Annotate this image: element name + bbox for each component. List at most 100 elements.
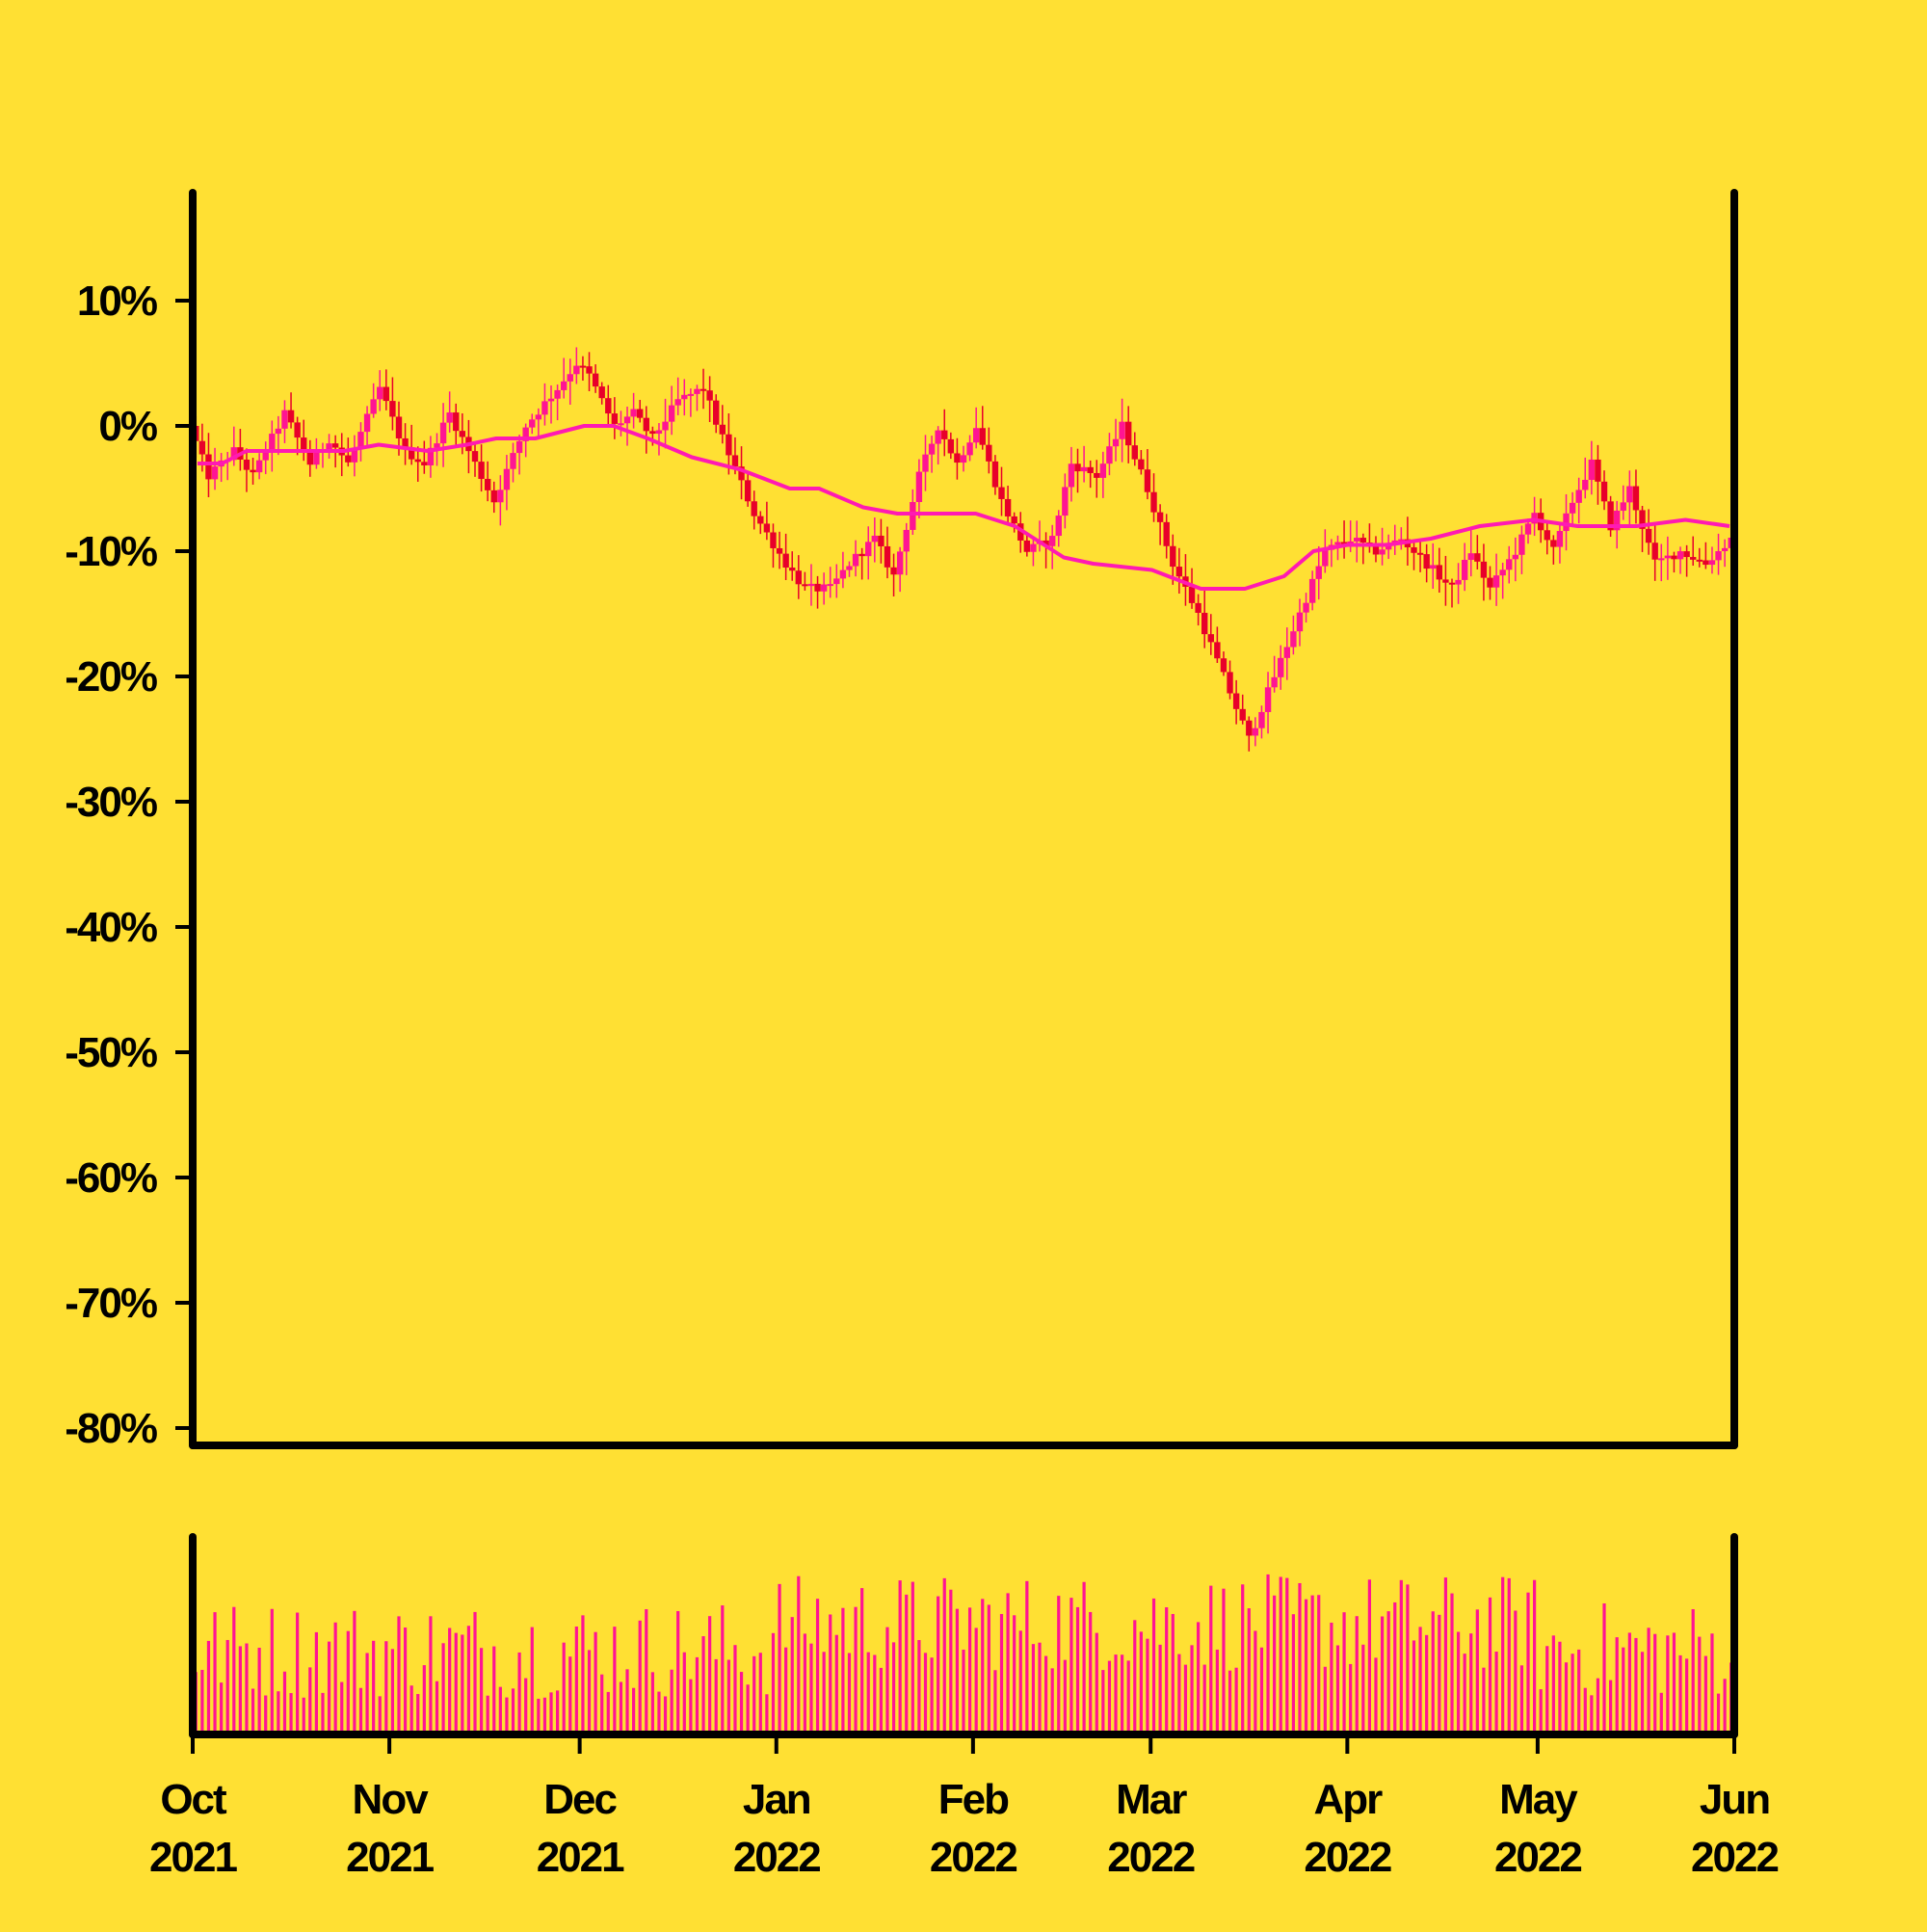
candle-body [1575, 490, 1582, 503]
candle-body [453, 412, 460, 432]
volume-bar [1653, 1633, 1657, 1734]
candle [370, 383, 377, 418]
x-tick-year: 2022 [1107, 1834, 1194, 1881]
candle [1303, 593, 1309, 623]
candle-body [503, 468, 511, 490]
candle [1448, 578, 1456, 608]
volume-bar [1259, 1647, 1264, 1734]
candle [510, 442, 516, 483]
candle [1442, 555, 1449, 606]
volume-bar [581, 1615, 585, 1734]
candle-body [1011, 516, 1017, 524]
candle [991, 455, 999, 495]
volume-bar [650, 1672, 654, 1734]
candle-body [1106, 446, 1113, 464]
candle [807, 564, 815, 606]
candle [706, 376, 713, 422]
volume-bar [1539, 1689, 1543, 1734]
volume-bar [1659, 1692, 1663, 1734]
candle [1062, 473, 1069, 529]
volume-bar [841, 1607, 845, 1734]
volume-bar [1514, 1610, 1518, 1734]
volume-bar [1227, 1670, 1232, 1734]
volume-bar [1006, 1593, 1010, 1734]
candle-body [1278, 657, 1284, 677]
volume-bar [492, 1646, 496, 1734]
volume-bar [1177, 1654, 1181, 1734]
candle-body [846, 566, 853, 570]
candle-body [618, 423, 624, 426]
candle-body [1144, 469, 1151, 492]
candle [1556, 524, 1564, 564]
candle [1595, 444, 1601, 505]
volume-bar [746, 1684, 750, 1734]
candle [1004, 486, 1012, 525]
candle-body [490, 490, 497, 503]
candle [338, 433, 345, 477]
volume-bar [1723, 1679, 1727, 1734]
candle-body [579, 365, 587, 368]
volume-bar [993, 1670, 997, 1734]
candle-body [370, 399, 377, 414]
volume-bar [797, 1575, 801, 1734]
volume-bar [1710, 1633, 1714, 1734]
candle [515, 435, 523, 475]
x-tick-year: 2022 [1691, 1834, 1778, 1881]
volume-bar [682, 1652, 686, 1734]
candle-body [915, 471, 923, 503]
volume-bar [314, 1631, 318, 1734]
volume-bar [1532, 1579, 1537, 1734]
candle [1043, 532, 1049, 569]
candle [1094, 460, 1100, 498]
candle [643, 406, 649, 454]
candle [738, 446, 745, 500]
x-tick-month: Apr [1313, 1776, 1383, 1823]
volume-bar [511, 1688, 515, 1734]
candle-body [515, 440, 523, 454]
candle-body [972, 428, 980, 443]
candle [1436, 547, 1443, 594]
volume-bar [1564, 1662, 1569, 1734]
volume-bar [1298, 1582, 1302, 1734]
candle-body [1347, 541, 1354, 543]
candle-body [434, 443, 440, 448]
x-tick-year: 2022 [1304, 1834, 1390, 1881]
candle-body [205, 454, 212, 480]
candle [719, 405, 726, 444]
volume-bar [873, 1654, 877, 1734]
candle [1080, 445, 1088, 483]
volume-bar [1622, 1647, 1625, 1734]
y-tick-label: -10% [65, 528, 157, 575]
volume-bar [1151, 1598, 1156, 1734]
volume-bar [562, 1642, 566, 1734]
candle [789, 551, 796, 581]
volume-bar [1273, 1595, 1277, 1734]
candle [928, 436, 936, 473]
candle-body [757, 516, 764, 524]
candle-body [1487, 577, 1493, 588]
candle [814, 575, 821, 609]
candle [586, 352, 593, 391]
candle [1296, 598, 1304, 647]
candle-body [782, 553, 789, 569]
candle-body [1480, 561, 1488, 578]
candle-body [1613, 510, 1621, 531]
candle [903, 522, 910, 575]
volume-bar [282, 1671, 287, 1734]
candle-body [941, 430, 948, 439]
candle [383, 369, 390, 410]
volume-bar [403, 1627, 408, 1734]
volume-bar [632, 1687, 636, 1734]
volume-bar [1431, 1611, 1435, 1734]
volume-bar [264, 1695, 268, 1734]
candle-body [1676, 551, 1684, 560]
candle [1683, 544, 1690, 577]
volume-bar [955, 1608, 960, 1734]
candle-body [275, 428, 282, 435]
candle [218, 453, 224, 483]
candle-body [1492, 575, 1500, 588]
x-tick-year: 2022 [930, 1834, 1016, 1881]
candle [459, 412, 466, 455]
volume-bar [1139, 1631, 1143, 1734]
volume-bar [416, 1694, 420, 1734]
